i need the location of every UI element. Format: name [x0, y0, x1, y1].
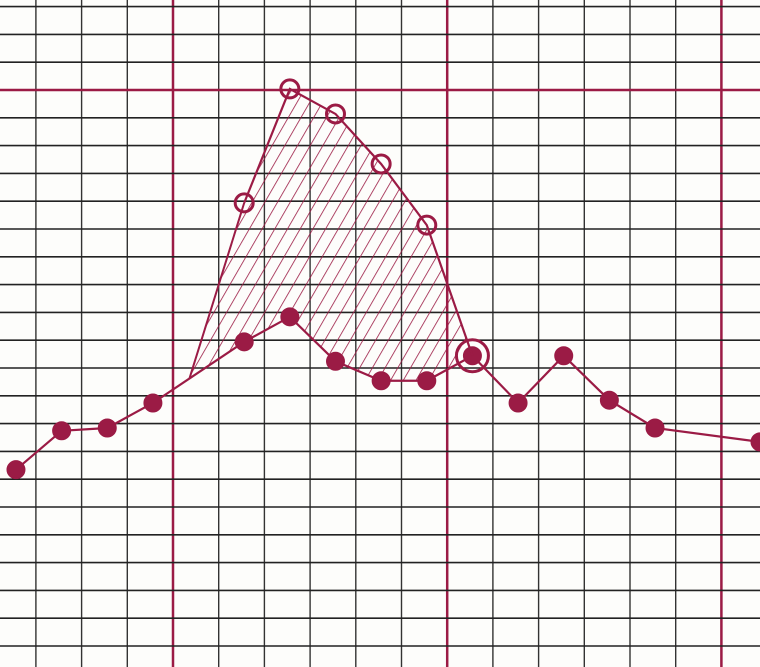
open-point [324, 103, 346, 125]
series-line [243, 87, 474, 357]
open-point [279, 78, 301, 100]
point [280, 307, 300, 327]
point [97, 418, 117, 438]
point [645, 418, 665, 438]
open-point [233, 192, 255, 214]
open-point [370, 153, 392, 175]
point [554, 346, 574, 366]
point [417, 371, 437, 391]
point [599, 390, 619, 410]
open-point [416, 214, 438, 236]
hatched-area [189, 88, 473, 381]
point [234, 332, 254, 352]
point [6, 460, 26, 480]
point [750, 432, 760, 452]
point [52, 421, 72, 441]
open-point [454, 338, 490, 374]
connector [188, 202, 246, 379]
point [325, 351, 345, 371]
point [508, 393, 528, 413]
point [371, 371, 391, 391]
point [143, 393, 163, 413]
